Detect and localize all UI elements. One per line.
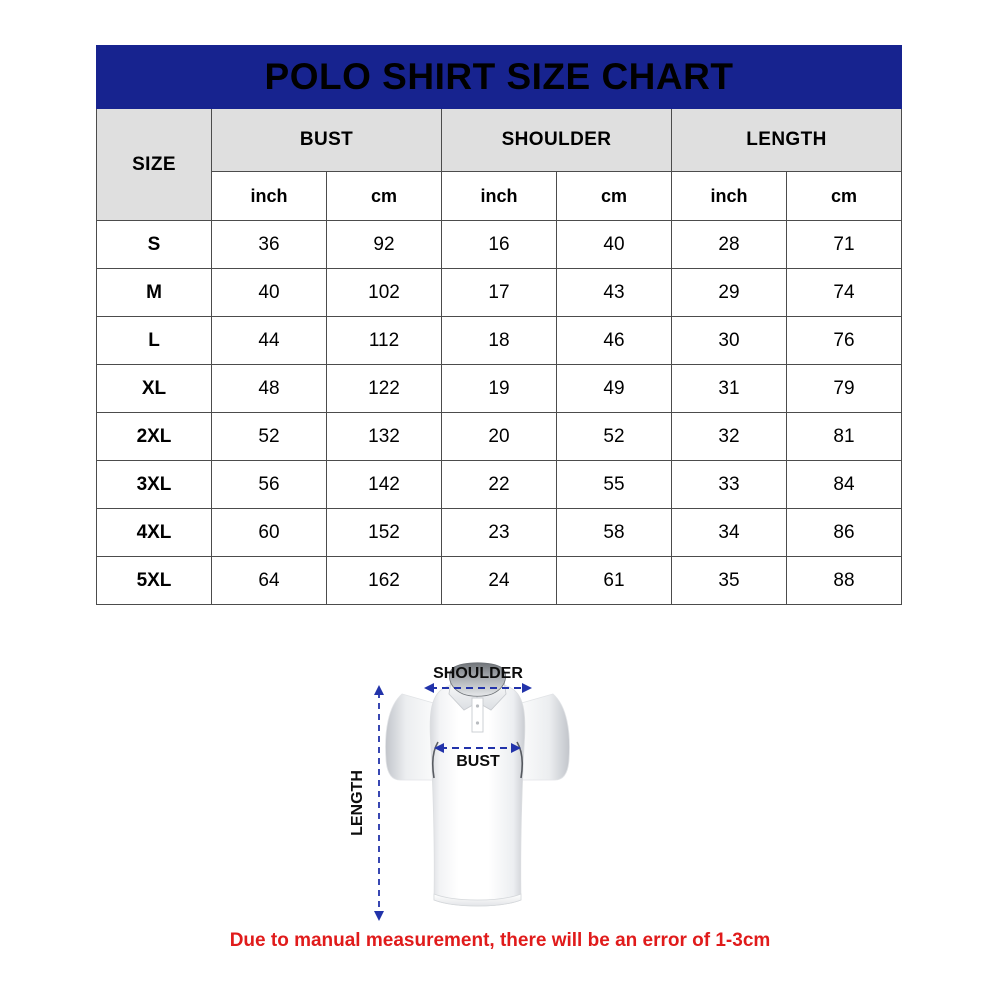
length-measure-arrow [374,685,384,921]
cell-size: 4XL [96,508,212,557]
cell-shoulder-inch: 17 [441,268,557,317]
cell-length-inch: 32 [671,412,787,461]
cell-shoulder-cm: 40 [556,220,672,269]
cell-length-inch: 35 [671,556,787,605]
cell-shoulder-cm: 46 [556,316,672,365]
cell-size: S [96,220,212,269]
shirt-seam-right [516,741,523,779]
table-row: L 44 112 18 46 30 76 [96,316,902,365]
cell-bust-inch: 56 [211,460,327,509]
cell-shoulder-cm: 43 [556,268,672,317]
unit-header-length-cm: cm [786,171,902,221]
unit-header-row: inch cm inch cm inch cm [97,171,902,221]
measurement-disclaimer: Due to manual measurement, there will be… [229,930,771,951]
shirt-seam-left [432,741,439,779]
shirt-button-top [475,704,480,708]
column-header-length: LENGTH [671,108,902,172]
cell-length-cm: 71 [786,220,902,269]
cell-bust-inch: 36 [211,220,327,269]
shoulder-measure-arrow [424,683,532,693]
cell-size: M [96,268,212,317]
table-row: 3XL 56 142 22 55 33 84 [96,460,902,509]
shoulder-label: SHOULDER [433,665,523,682]
cell-bust-cm: 92 [326,220,442,269]
cell-bust-cm: 122 [326,364,442,413]
cell-bust-cm: 142 [326,460,442,509]
page-title: POLO SHIRT SIZE CHART [96,45,902,109]
unit-header-shoulder-inch: inch [441,171,557,221]
bust-label: BUST [456,753,500,770]
cell-bust-cm: 152 [326,508,442,557]
cell-length-cm: 84 [786,460,902,509]
title-row: POLO SHIRT SIZE CHART [96,45,902,109]
cell-length-inch: 31 [671,364,787,413]
table-row: 5XL 64 162 24 61 35 88 [96,556,902,605]
cell-bust-inch: 40 [211,268,327,317]
shirt-button-bottom [475,721,480,725]
cell-length-inch: 29 [671,268,787,317]
table-row: S 36 92 16 40 28 71 [96,220,902,269]
cell-shoulder-cm: 55 [556,460,672,509]
column-header-bust: BUST [211,108,442,172]
cell-shoulder-cm: 61 [556,556,672,605]
cell-shoulder-cm: 49 [556,364,672,413]
cell-shoulder-inch: 23 [441,508,557,557]
cell-length-inch: 28 [671,220,787,269]
size-chart-container: POLO SHIRT SIZE CHART SIZE BUST SHOULDER… [96,45,902,605]
cell-size: XL [96,364,212,413]
table-row: 2XL 52 132 20 52 32 81 [96,412,902,461]
cell-length-cm: 76 [786,316,902,365]
length-label: LENGTH [349,770,366,836]
unit-header-bust-inch: inch [211,171,327,221]
bust-measure-arrow [434,743,521,753]
cell-bust-inch: 64 [211,556,327,605]
cell-shoulder-inch: 22 [441,460,557,509]
table-row: XL 48 122 19 49 31 79 [96,364,902,413]
cell-bust-inch: 48 [211,364,327,413]
cell-shoulder-inch: 16 [441,220,557,269]
cell-shoulder-inch: 19 [441,364,557,413]
cell-shoulder-inch: 20 [441,412,557,461]
cell-shoulder-inch: 24 [441,556,557,605]
shirt-placket [471,697,484,733]
cell-shoulder-cm: 58 [556,508,672,557]
unit-header-length-inch: inch [671,171,787,221]
cell-shoulder-cm: 52 [556,412,672,461]
cell-bust-cm: 102 [326,268,442,317]
column-header-shoulder: SHOULDER [441,108,672,172]
table-head: POLO SHIRT SIZE CHART SIZE BUST SHOULDER… [96,45,902,221]
unit-header-shoulder-cm: cm [556,171,672,221]
measurement-diagram: SHOULDER BUST LENGTH [340,628,640,928]
cell-bust-cm: 112 [326,316,442,365]
cell-bust-inch: 60 [211,508,327,557]
cell-bust-cm: 132 [326,412,442,461]
cell-size: 2XL [96,412,212,461]
cell-length-inch: 30 [671,316,787,365]
cell-size: 3XL [96,460,212,509]
table-row: M 40 102 17 43 29 74 [96,268,902,317]
cell-bust-inch: 52 [211,412,327,461]
cell-bust-cm: 162 [326,556,442,605]
cell-size: 5XL [96,556,212,605]
unit-header-bust-cm: cm [326,171,442,221]
table-body: S 36 92 16 40 28 71 M 40 102 17 43 29 74… [96,220,902,605]
cell-length-inch: 34 [671,508,787,557]
size-chart-table: POLO SHIRT SIZE CHART SIZE BUST SHOULDER… [96,45,902,605]
cell-length-cm: 74 [786,268,902,317]
cell-bust-inch: 44 [211,316,327,365]
group-header-row: SIZE BUST SHOULDER LENGTH [96,108,902,221]
cell-length-cm: 88 [786,556,902,605]
polo-shirt-illustration [385,662,570,907]
cell-length-inch: 33 [671,460,787,509]
cell-length-cm: 81 [786,412,902,461]
table-row: 4XL 60 152 23 58 34 86 [96,508,902,557]
cell-size: L [96,316,212,365]
cell-length-cm: 79 [786,364,902,413]
cell-length-cm: 86 [786,508,902,557]
shirt-hem [433,893,522,907]
cell-shoulder-inch: 18 [441,316,557,365]
column-header-size: SIZE [96,108,212,221]
